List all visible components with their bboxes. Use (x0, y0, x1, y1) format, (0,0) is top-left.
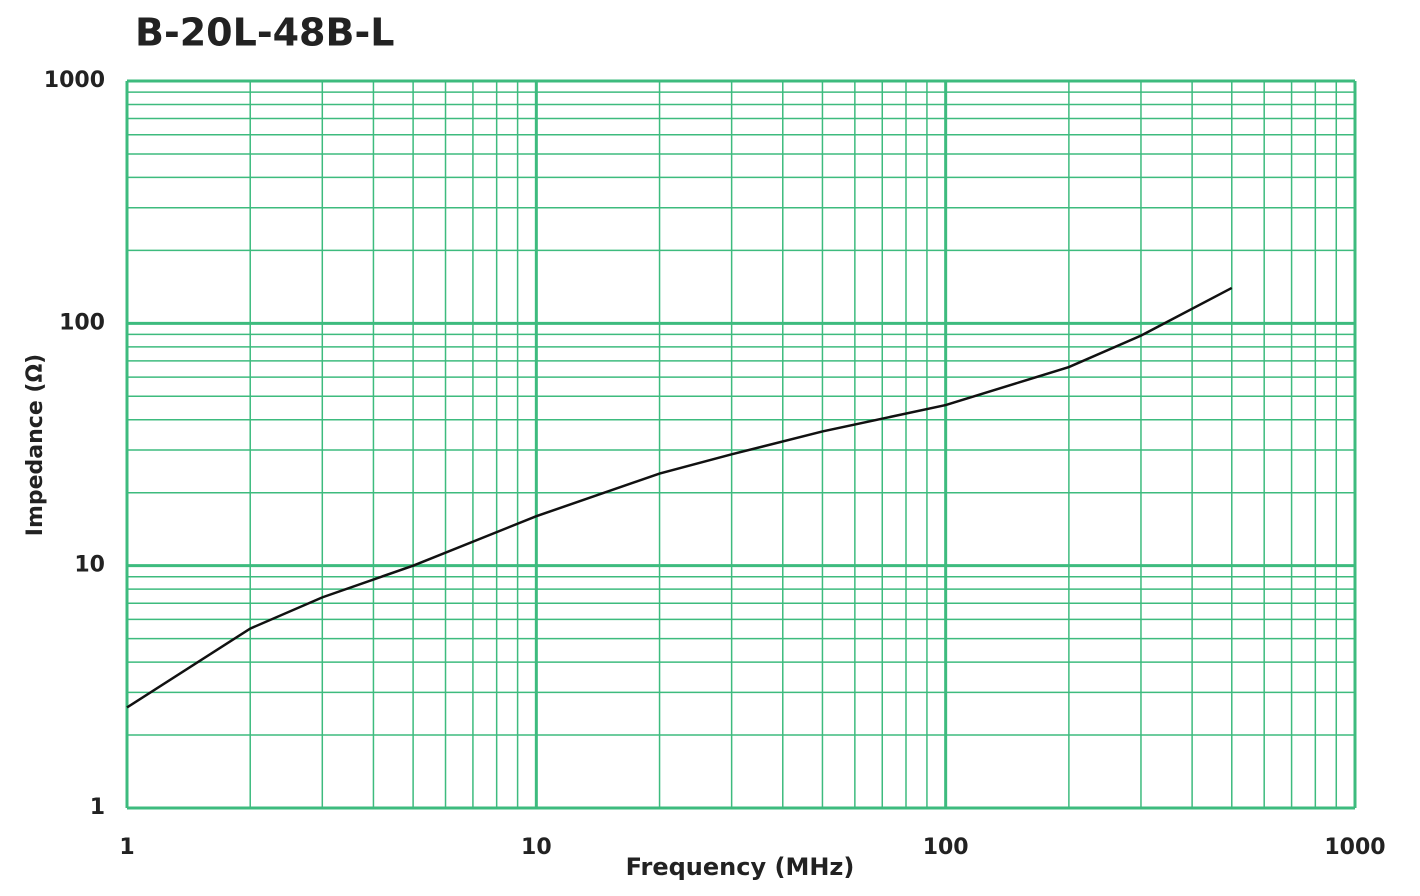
x-axis-label: Frequency (MHz) (626, 853, 855, 881)
x-tick-label: 1 (119, 835, 134, 860)
y-tick-label: 1000 (44, 68, 105, 93)
y-axis-label: Impedance (Ω) (23, 354, 48, 536)
x-tick-label: 1000 (1324, 835, 1385, 860)
x-tick-label: 10 (521, 835, 552, 860)
x-tick-label: 100 (923, 835, 969, 860)
y-tick-label: 100 (59, 310, 105, 335)
chart-title: B-20L-48B-L (135, 11, 394, 55)
data-line (126, 286, 1233, 709)
y-tick-label: 10 (74, 553, 105, 578)
y-tick-label: 1 (90, 795, 105, 820)
